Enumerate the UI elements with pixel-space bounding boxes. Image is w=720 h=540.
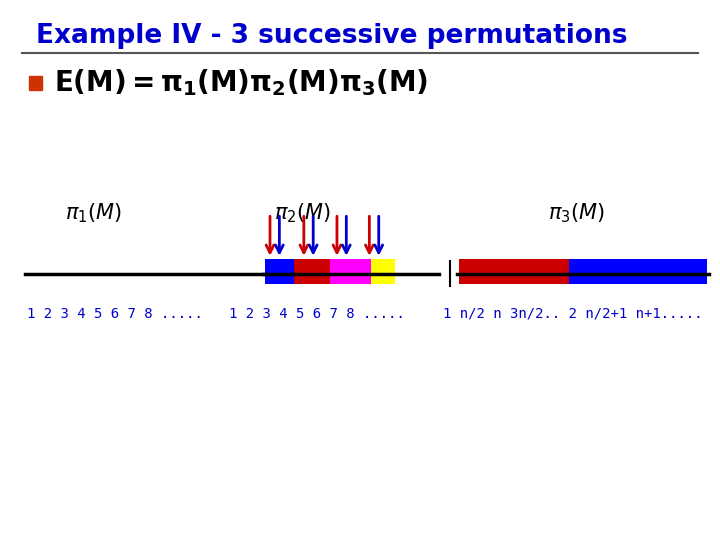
Bar <box>569 259 707 284</box>
Text: 28: 28 <box>679 512 703 530</box>
Bar <box>459 259 569 284</box>
Bar <box>265 259 294 284</box>
Text: 1 n/2 n 3n/2.. 2 n/2+1 n+1.....: 1 n/2 n 3n/2.. 2 n/2+1 n+1..... <box>443 307 702 321</box>
Text: $\pi_3(M)$: $\pi_3(M)$ <box>547 201 605 225</box>
Text: $\mathbf{E(M) = \pi_1(M)\pi_2(M)\pi_3(M)}$: $\mathbf{E(M) = \pi_1(M)\pi_2(M)\pi_3(M)… <box>54 68 428 98</box>
Bar <box>330 259 371 284</box>
Text: $\pi_2(M)$: $\pi_2(M)$ <box>274 201 331 225</box>
Text: 1 2 3 4 5 6 7 8 .....: 1 2 3 4 5 6 7 8 ..... <box>229 307 405 321</box>
Text: 1 2 3 4 5 6 7 8 .....: 1 2 3 4 5 6 7 8 ..... <box>27 307 203 321</box>
Bar <box>294 259 330 284</box>
Bar <box>371 259 395 284</box>
Bar <box>29 76 42 90</box>
Text: $\pi_1(M)$: $\pi_1(M)$ <box>65 201 122 225</box>
Text: Example IV - 3 successive permutations: Example IV - 3 successive permutations <box>36 23 628 49</box>
